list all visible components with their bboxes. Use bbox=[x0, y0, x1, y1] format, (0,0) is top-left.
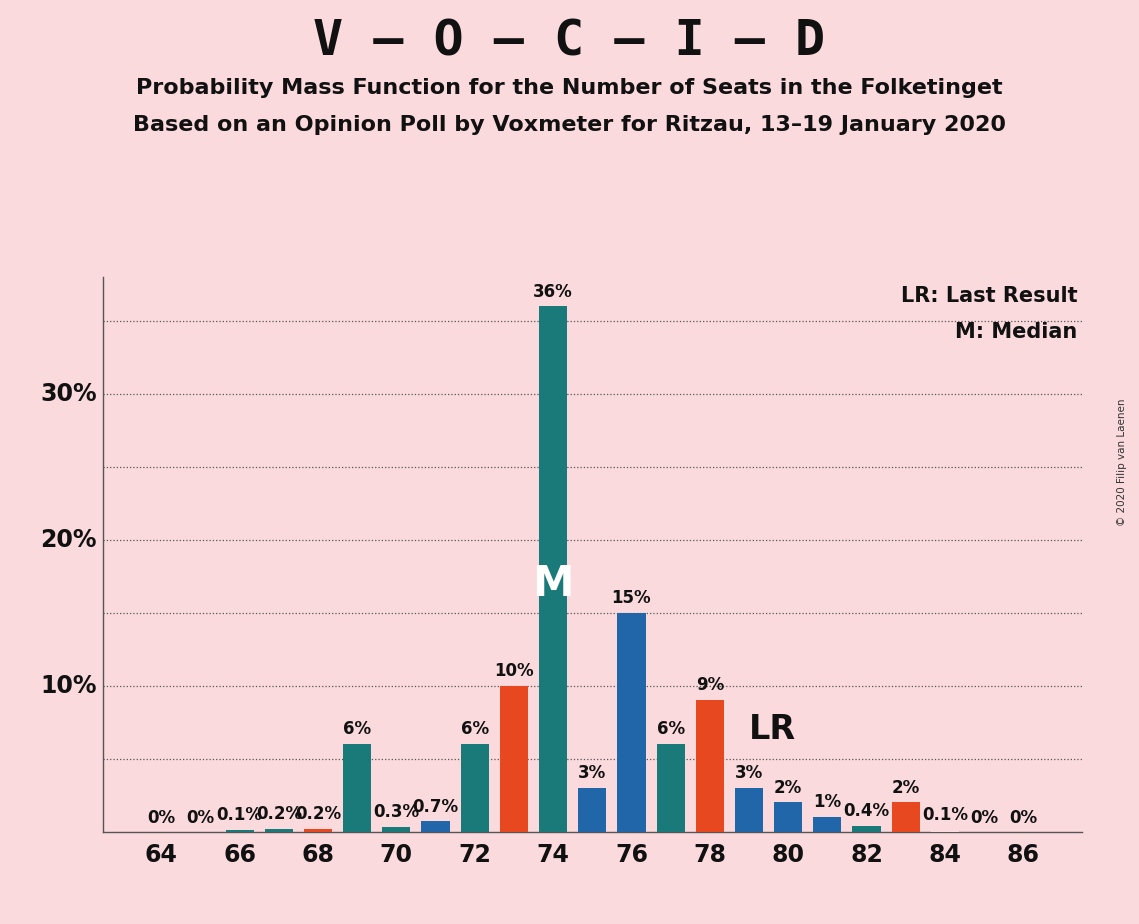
Text: 10%: 10% bbox=[494, 662, 534, 680]
Text: 20%: 20% bbox=[40, 528, 97, 552]
Bar bbox=[579, 788, 606, 832]
Text: 36%: 36% bbox=[533, 283, 573, 300]
Text: M: M bbox=[532, 563, 574, 604]
Text: 0%: 0% bbox=[970, 809, 998, 827]
Text: 0.2%: 0.2% bbox=[256, 805, 302, 823]
Text: 30%: 30% bbox=[40, 382, 97, 406]
Text: 6%: 6% bbox=[460, 720, 489, 738]
Text: 0%: 0% bbox=[1009, 809, 1038, 827]
Text: 2%: 2% bbox=[775, 779, 802, 796]
Text: V – O – C – I – D: V – O – C – I – D bbox=[313, 18, 826, 66]
Bar bbox=[226, 830, 254, 832]
Text: 15%: 15% bbox=[612, 589, 652, 607]
Bar bbox=[852, 826, 880, 832]
Text: 6%: 6% bbox=[343, 720, 371, 738]
Bar bbox=[460, 744, 489, 832]
Text: LR: Last Result: LR: Last Result bbox=[901, 286, 1077, 306]
Bar bbox=[421, 821, 450, 832]
Text: 6%: 6% bbox=[656, 720, 685, 738]
Text: 2%: 2% bbox=[892, 779, 920, 796]
Text: 0.7%: 0.7% bbox=[412, 797, 459, 816]
Text: 1%: 1% bbox=[813, 793, 842, 811]
Bar bbox=[383, 827, 410, 832]
Bar bbox=[696, 700, 724, 832]
Bar bbox=[343, 744, 371, 832]
Bar bbox=[931, 830, 959, 832]
Bar bbox=[813, 817, 842, 832]
Text: 9%: 9% bbox=[696, 676, 724, 695]
Bar bbox=[775, 802, 802, 832]
Bar bbox=[264, 829, 293, 832]
Text: M: Median: M: Median bbox=[954, 322, 1077, 342]
Text: 0.1%: 0.1% bbox=[921, 807, 968, 824]
Bar bbox=[892, 802, 920, 832]
Bar bbox=[304, 829, 333, 832]
Bar bbox=[617, 613, 646, 832]
Text: 0.1%: 0.1% bbox=[216, 807, 263, 824]
Text: 0%: 0% bbox=[147, 809, 175, 827]
Text: © 2020 Filip van Laenen: © 2020 Filip van Laenen bbox=[1117, 398, 1126, 526]
Bar bbox=[735, 788, 763, 832]
Text: 0%: 0% bbox=[187, 809, 214, 827]
Text: 10%: 10% bbox=[40, 674, 97, 698]
Text: Probability Mass Function for the Number of Seats in the Folketinget: Probability Mass Function for the Number… bbox=[137, 78, 1002, 98]
Bar bbox=[656, 744, 685, 832]
Text: 3%: 3% bbox=[735, 764, 763, 782]
Bar bbox=[539, 307, 567, 832]
Text: LR: LR bbox=[749, 713, 796, 746]
Text: 0.2%: 0.2% bbox=[295, 805, 341, 823]
Text: 0.3%: 0.3% bbox=[374, 803, 419, 821]
Text: 0.4%: 0.4% bbox=[844, 802, 890, 820]
Bar bbox=[500, 686, 528, 832]
Text: 3%: 3% bbox=[579, 764, 606, 782]
Text: Based on an Opinion Poll by Voxmeter for Ritzau, 13–19 January 2020: Based on an Opinion Poll by Voxmeter for… bbox=[133, 115, 1006, 135]
